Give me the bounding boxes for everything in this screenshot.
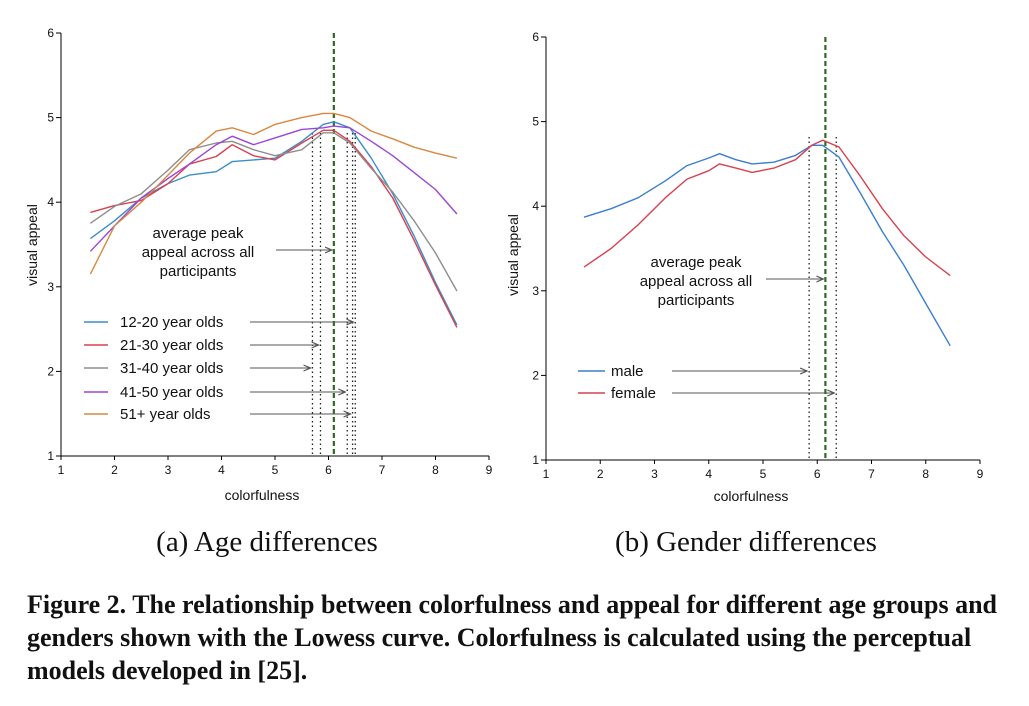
y-tick-label: 5	[532, 115, 539, 129]
y-tick-label: 4	[532, 199, 539, 213]
series-line	[583, 139, 951, 277]
y-axis-title: visual appeal	[24, 204, 40, 286]
x-tick-label: 8	[432, 463, 439, 477]
panel-caption: (b) Gender differences	[615, 526, 877, 558]
legend-label: male	[611, 363, 644, 380]
y-tick-label: 5	[47, 111, 54, 125]
x-tick-label: 6	[814, 467, 821, 481]
chart-panel-b: 1 2 3 4 5 6 7 8 9 1 2 3 4 5 6 colorfulness visual appeal…	[505, 30, 984, 558]
series-line	[583, 144, 951, 347]
x-tick-label: 6	[325, 463, 332, 477]
series-line	[89, 121, 458, 326]
series-line	[89, 112, 458, 275]
annotation-text: average peak	[153, 225, 244, 242]
figure-caption: Figure 2. The relationship between color…	[27, 590, 998, 685]
x-tick-label: 3	[651, 467, 658, 481]
legend-label: 51+ year olds	[120, 406, 210, 423]
legend-label: female	[611, 385, 656, 402]
x-tick-label: 4	[705, 467, 712, 481]
x-tick-label: 2	[597, 467, 604, 481]
x-tick-label: 9	[486, 463, 493, 477]
y-tick-label: 2	[532, 368, 539, 382]
chart-panel-a: 1 2 3 4 5 6 7 8 9 1 2 3 4 5 6 colorfulness visual appeal…	[24, 26, 493, 558]
x-tick-label: 5	[760, 467, 767, 481]
x-tick-label: 9	[977, 467, 984, 481]
x-tick-label: 8	[922, 467, 929, 481]
x-tick-label: 5	[272, 463, 279, 477]
annotation-text: participants	[160, 263, 237, 280]
legend-label: 41-50 year olds	[120, 384, 223, 401]
figure-charts: 1 2 3 4 5 6 7 8 9 1 2 3 4 5 6 colorfulness visual appeal…	[24, 26, 984, 558]
x-axis-title: colorfulness	[225, 487, 300, 503]
panel-caption: (a) Age differences	[156, 526, 378, 558]
annotation-text: appeal across all	[142, 244, 255, 261]
y-tick-label: 6	[532, 30, 539, 44]
annotation-text: participants	[658, 292, 735, 309]
series-line	[90, 129, 458, 328]
y-tick-label: 4	[47, 195, 54, 209]
series-line	[89, 125, 458, 252]
y-axis-title: visual appeal	[505, 214, 521, 296]
x-tick-label: 1	[543, 467, 550, 481]
annotation-text: average peak	[651, 254, 742, 271]
legend-label: 31-40 year olds	[120, 360, 223, 377]
x-tick-label: 7	[379, 463, 386, 477]
x-tick-label: 7	[868, 467, 875, 481]
x-tick-label: 4	[218, 463, 225, 477]
annotation-text: appeal across all	[640, 273, 753, 290]
series-line	[89, 132, 458, 292]
legend-label: 21-30 year olds	[120, 337, 223, 354]
y-tick-label: 1	[47, 449, 54, 463]
x-axis-title: colorfulness	[714, 488, 789, 504]
x-tick-label: 2	[111, 463, 118, 477]
legend-label: 12-20 year olds	[120, 314, 223, 331]
y-tick-label: 3	[47, 280, 54, 294]
x-tick-label: 1	[58, 463, 65, 477]
y-tick-label: 6	[47, 26, 54, 40]
y-tick-label: 2	[47, 364, 54, 378]
y-tick-label: 1	[532, 453, 539, 467]
y-tick-label: 3	[532, 284, 539, 298]
x-tick-label: 3	[165, 463, 172, 477]
